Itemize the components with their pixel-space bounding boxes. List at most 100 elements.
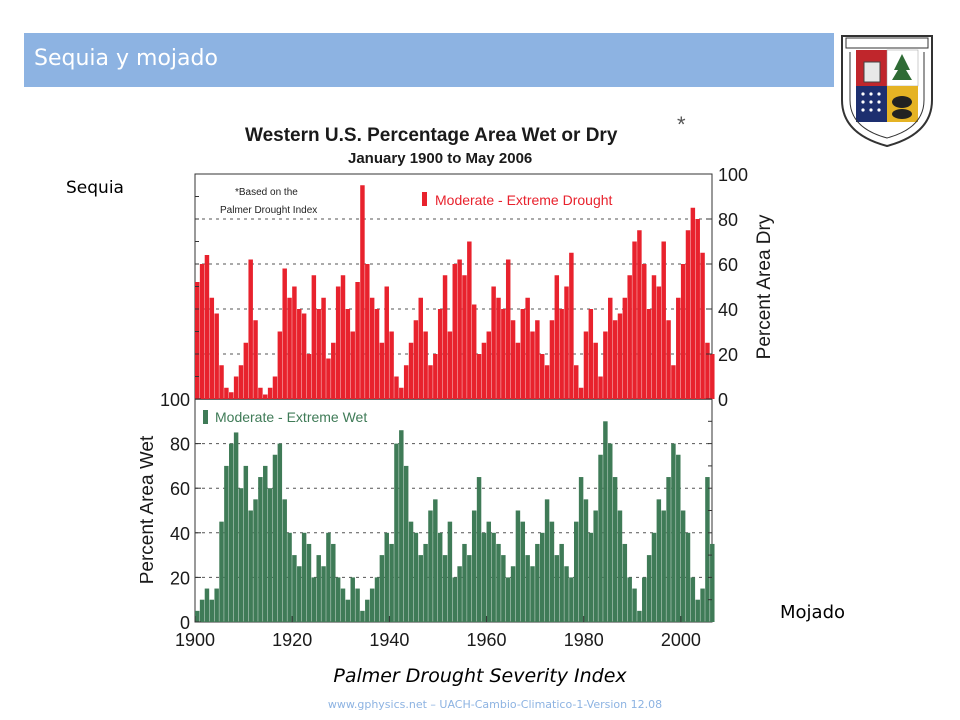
wet-bar (219, 521, 224, 622)
drought-bar (306, 354, 312, 399)
drought-bar (695, 219, 700, 399)
top-y-tick-label: 40 (718, 300, 738, 320)
drought-bar (612, 320, 618, 399)
wet-bar (676, 454, 681, 622)
drought-legend-swatch (422, 192, 427, 206)
drought-bar (258, 387, 263, 399)
wet-bar (195, 610, 200, 622)
wet-bar (335, 577, 341, 622)
wet-legend-label: Moderate - Extreme Wet (215, 409, 367, 425)
drought-bar (549, 320, 555, 399)
wet-bar (311, 577, 317, 622)
wet-bar (705, 477, 710, 622)
wet-bar (535, 543, 540, 622)
wet-bar (345, 599, 351, 622)
drought-bar (535, 320, 540, 399)
wet-label: Mojado (780, 602, 846, 623)
wet-bar (297, 566, 302, 622)
wet-bar (569, 577, 574, 622)
wet-bar (369, 588, 375, 622)
wet-bar (642, 577, 647, 622)
wet-bar (515, 510, 521, 622)
drought-bar (214, 313, 219, 399)
slide-header: Sequia y mojado (24, 33, 834, 87)
wet-bar (267, 488, 273, 622)
bottom-y-tick-label: 100 (160, 390, 190, 410)
wet-bar (462, 543, 467, 622)
drought-bar (710, 354, 715, 399)
drought-bar (705, 342, 710, 399)
wet-bar (491, 532, 496, 622)
drought-bar (642, 264, 647, 399)
top-y-tick-label: 80 (718, 210, 738, 230)
wet-bar (204, 588, 210, 622)
drought-bar (321, 297, 326, 399)
drought-bar (574, 365, 579, 399)
drought-bar (685, 230, 691, 399)
top-y-axis-title: Percent Area Dry (754, 214, 775, 359)
wet-bar (326, 532, 331, 622)
drought-bar (539, 354, 545, 399)
bottom-y-tick-label: 60 (170, 479, 190, 499)
wet-bar (214, 588, 219, 622)
drought-bar (442, 275, 448, 399)
wet-bar (476, 477, 482, 622)
drought-bar (408, 342, 414, 399)
wet-bar (248, 510, 253, 622)
wet-bar (622, 543, 628, 622)
wet-bar (321, 566, 326, 622)
drought-bar (646, 309, 652, 399)
x-tick-label: 1940 (369, 630, 409, 650)
wet-bar (467, 555, 472, 622)
drought-bar (510, 320, 516, 399)
drought-bar (267, 387, 273, 399)
drought-bar (248, 259, 253, 399)
wet-bar (564, 566, 569, 622)
drought-bar (282, 268, 287, 399)
drought-bar (204, 255, 210, 399)
wet-bar (710, 543, 715, 622)
wet-bar (505, 577, 511, 622)
wet-bar (471, 510, 477, 622)
wet-bar (554, 555, 560, 622)
wet-bar (224, 465, 229, 622)
wet-bar (603, 421, 608, 622)
x-tick-label: 1960 (467, 630, 507, 650)
slide-footer: www.gphysics.net – UACH-Cambio-Climatico… (327, 698, 663, 711)
drought-bar (690, 207, 696, 399)
drought-bar (462, 275, 467, 399)
wet-bar (253, 499, 258, 622)
drought-bar (263, 394, 268, 399)
wet-bar (277, 443, 283, 622)
wet-bar (617, 510, 623, 622)
drought-bar (457, 259, 462, 399)
wet-bar (331, 543, 336, 622)
wet-bar (666, 477, 671, 622)
top-y-tick-label: 0 (718, 390, 728, 410)
drought-bar (671, 365, 676, 399)
wet-bar (452, 577, 457, 622)
wet-bar (646, 555, 652, 622)
x-tick-label: 1920 (272, 630, 312, 650)
drought-bar (496, 297, 501, 399)
wet-bar (496, 543, 501, 622)
drought-bar (622, 297, 628, 399)
wet-bar (685, 532, 691, 622)
wet-bar (258, 477, 263, 622)
drought-bar (287, 297, 292, 399)
drought-bar (617, 313, 623, 399)
wet-bar (457, 566, 462, 622)
drought-bar (403, 365, 409, 399)
chart-note: *Based on the (235, 187, 298, 198)
drought-bar (559, 309, 564, 399)
drought-bar (467, 241, 472, 399)
bottom-y-tick-label: 40 (170, 524, 190, 544)
bottom-y-tick-label: 0 (180, 613, 190, 633)
wet-bar (525, 555, 530, 622)
chart-caption: Palmer Drought Severity Index (333, 665, 627, 687)
drought-bar (486, 331, 492, 399)
wet-bar (578, 477, 584, 622)
drought-bar (311, 275, 317, 399)
wet-bar (656, 499, 662, 622)
wet-bar (408, 521, 414, 622)
